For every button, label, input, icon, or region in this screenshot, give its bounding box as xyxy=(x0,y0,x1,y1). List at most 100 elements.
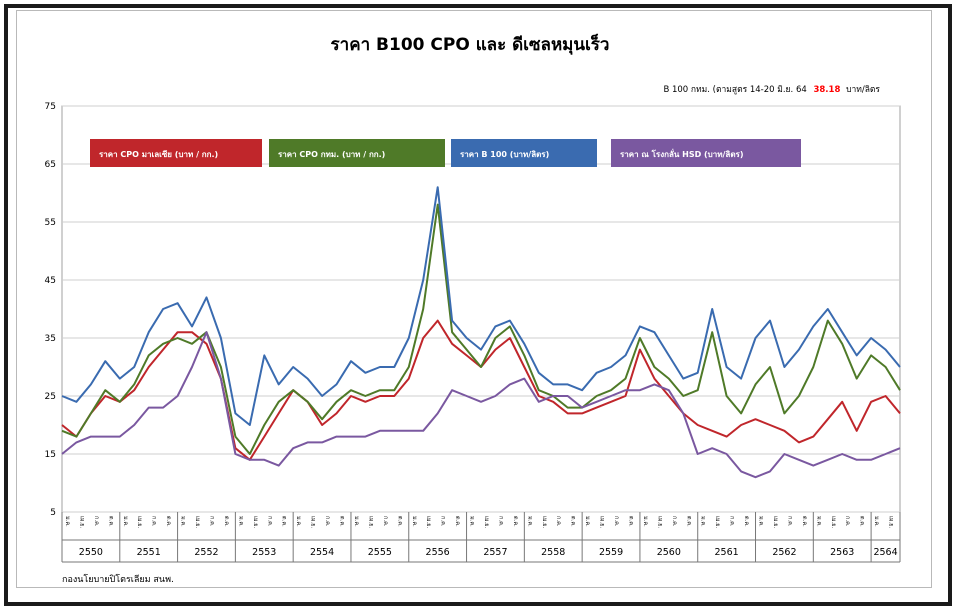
month-tick-label: เม.ย. xyxy=(78,516,84,528)
month-tick-label: ต.ค. xyxy=(223,516,229,527)
month-tick-label: ต.ค. xyxy=(627,516,633,527)
month-tick-label: ม.ค. xyxy=(758,516,764,527)
month-tick-label: ม.ค. xyxy=(469,516,475,527)
month-tick-label: เม.ย. xyxy=(194,516,200,528)
month-tick-label: ต.ค. xyxy=(281,516,287,527)
legend-item-4: ราคา ณ โรงกลั่น HSD (บาท/ลิตร) xyxy=(611,139,801,167)
y-tick-label: 45 xyxy=(45,276,56,286)
legend-item-2: ราคา CPO กทม. (บาท / กก.) xyxy=(269,139,445,167)
month-tick-label: ต.ค. xyxy=(570,516,576,527)
outer-frame xyxy=(4,4,952,606)
month-tick-label: เม.ย. xyxy=(483,516,489,528)
year-label: 2550 xyxy=(79,547,103,558)
month-tick-label: ม.ค. xyxy=(526,516,532,527)
year-label: 2556 xyxy=(426,547,450,558)
month-tick-label: เม.ย. xyxy=(714,516,720,528)
month-tick-label: เม.ย. xyxy=(541,516,547,528)
month-tick-label: ต.ค. xyxy=(743,516,749,527)
month-tick-label: ก.ค. xyxy=(613,516,619,527)
legend-swatch xyxy=(451,139,597,167)
year-label: 2557 xyxy=(483,547,507,558)
legend-item-3: ราคา B 100 (บาท/ลิตร) xyxy=(451,139,597,167)
legend: ราคา CPO มาเลเซีย (บาท / กก.) ราคา CPO กท… xyxy=(90,139,801,167)
year-label: 2553 xyxy=(252,547,276,558)
year-label: 2560 xyxy=(657,547,681,558)
year-label: 2559 xyxy=(599,547,623,558)
month-tick-label: เม.ย. xyxy=(772,516,778,528)
year-label: 2554 xyxy=(310,547,334,558)
legend-label: ราคา ณ โรงกลั่น HSD (บาท/ลิตร) xyxy=(620,148,743,159)
legend-label: ราคา CPO มาเลเซีย (บาท / กก.) xyxy=(99,149,218,159)
month-tick-label: ม.ค. xyxy=(642,516,648,527)
month-tick-label: ม.ค. xyxy=(122,516,128,527)
month-tick-label: เม.ย. xyxy=(367,516,373,528)
month-tick-label: ม.ค. xyxy=(64,516,70,527)
series-line-3 xyxy=(61,186,901,426)
month-tick-label: ม.ค. xyxy=(180,516,186,527)
y-tick-label: 25 xyxy=(45,392,56,402)
legend-swatch xyxy=(269,139,445,167)
month-tick-label: ต.ค. xyxy=(801,516,807,527)
month-tick-label: ม.ค. xyxy=(295,516,301,527)
month-tick-label: ก.ค. xyxy=(440,516,446,527)
month-tick-label: เม.ย. xyxy=(252,516,258,528)
source-note: กองนโยบายปิโตรเลียม สนพ. xyxy=(62,574,174,585)
month-tick-label: เม.ย. xyxy=(425,516,431,528)
series-line-2 xyxy=(61,203,901,455)
y-tick-label: 65 xyxy=(45,160,56,170)
month-tick-label: ม.ค. xyxy=(353,516,359,527)
month-tick-label: ก.ค. xyxy=(729,516,735,527)
month-tick-label: ม.ค. xyxy=(237,516,243,527)
year-label: 2563 xyxy=(830,547,854,558)
month-tick-label: ต.ค. xyxy=(454,516,460,527)
legend-label: ราคา B 100 (บาท/ลิตร) xyxy=(460,150,549,159)
y-tick-label: 5 xyxy=(50,508,56,518)
series-line-4 xyxy=(61,331,901,479)
month-tick-label: เม.ย. xyxy=(656,516,662,528)
month-tick-label: ก.ค. xyxy=(497,516,503,527)
y-tick-label: 55 xyxy=(45,218,56,228)
month-tick-label: เม.ย. xyxy=(888,516,894,528)
month-tick-label: ก.ค. xyxy=(844,516,850,527)
month-tick-label: ต.ค. xyxy=(107,516,113,527)
chart-title: ราคา B100 CPO และ ดีเซลหมุนเร็ว xyxy=(331,32,610,55)
month-tick-label: ก.ค. xyxy=(324,516,330,527)
month-tick-label: ต.ค. xyxy=(512,516,518,527)
year-label: 2551 xyxy=(137,547,161,558)
month-tick-label: ก.ค. xyxy=(266,516,272,527)
month-tick-label: ต.ค. xyxy=(165,516,171,527)
y-axis: 5 15 25 35 45 55 65 75 xyxy=(45,102,56,518)
price-note-value: 38.18 xyxy=(813,85,840,95)
year-label: 2564 xyxy=(873,547,897,558)
month-tick-label: ม.ค. xyxy=(584,516,590,527)
chart-area-border xyxy=(16,10,932,588)
month-tick-label: ม.ค. xyxy=(815,516,821,527)
month-tick-label: เม.ย. xyxy=(310,516,316,528)
year-label: 2552 xyxy=(194,547,218,558)
month-tick-label: ม.ค. xyxy=(873,516,879,527)
month-tick-label: ก.ค. xyxy=(671,516,677,527)
month-tick-label: ม.ค. xyxy=(700,516,706,527)
legend-label: ราคา CPO กทม. (บาท / กก.) xyxy=(278,150,385,159)
y-tick-label: 15 xyxy=(45,450,56,460)
price-note-prefix: B 100 กทม. (ตามสูตร 14-20 มิ.ย. 64 xyxy=(663,85,806,95)
month-tick-label: ก.ค. xyxy=(208,516,214,527)
y-tick-label: 35 xyxy=(45,334,56,344)
month-tick-label: เม.ย. xyxy=(830,516,836,528)
month-tick-label: ม.ค. xyxy=(411,516,417,527)
month-tick-label: ก.ค. xyxy=(555,516,561,527)
price-note-suffix: บาท/ลิตร xyxy=(846,85,880,95)
month-tick-label: ก.ค. xyxy=(786,516,792,527)
legend-swatch xyxy=(611,139,801,167)
year-label: 2562 xyxy=(772,547,796,558)
legend-swatch xyxy=(90,139,262,167)
month-tick-label: เม.ย. xyxy=(136,516,142,528)
month-tick-label: ต.ค. xyxy=(339,516,345,527)
y-tick-label: 75 xyxy=(45,102,56,112)
month-tick-label: ก.ค. xyxy=(93,516,99,527)
x-axis: 2550 ม.ค. เม.ย. ก.ค. ต.ค. 2551 ม.ค. เม.ย. ก.ค. ต.… xyxy=(61,512,901,563)
month-tick-label: ต.ค. xyxy=(685,516,691,527)
year-label: 2555 xyxy=(368,547,392,558)
series-lines xyxy=(61,186,901,479)
